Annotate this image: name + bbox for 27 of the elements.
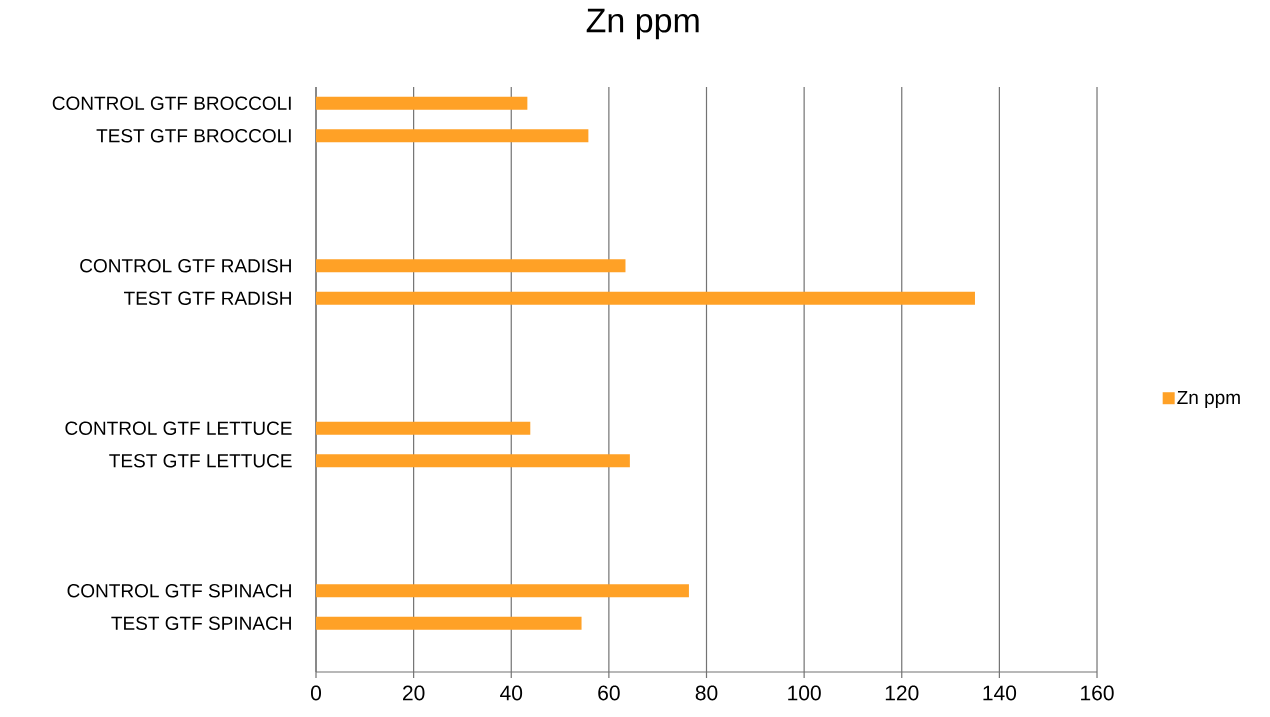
x-tick-label: 120 <box>885 685 919 701</box>
x-tick-label: 60 <box>598 685 620 701</box>
x-tick-label: 40 <box>500 685 523 701</box>
bar <box>316 421 531 435</box>
legend-label: Zn ppm <box>1177 390 1240 408</box>
x-tick-label: 0 <box>310 685 322 701</box>
y-tick-label: TEST GTF SPINACH <box>111 616 291 630</box>
x-tick-label: 160 <box>1081 685 1114 701</box>
x-tick-label: 80 <box>695 685 718 701</box>
chart-title: Zn ppm <box>586 8 699 40</box>
x-tick-label: 20 <box>403 685 425 701</box>
y-tick-label: TEST GTF BROCCOLI <box>96 129 291 143</box>
bar <box>316 454 630 468</box>
bar <box>316 259 626 273</box>
bar <box>316 96 528 110</box>
bar <box>316 616 582 630</box>
bar <box>316 129 589 143</box>
x-tick-label: 100 <box>788 685 821 701</box>
y-tick-label: CONTROL GTF SPINACH <box>67 584 291 598</box>
x-tick-label: 140 <box>983 685 1017 701</box>
y-tick-label: TEST GTF LETTUCE <box>109 454 292 468</box>
y-tick-label: CONTROL GTF LETTUCE <box>65 421 292 435</box>
bar <box>316 291 975 305</box>
bar <box>316 584 689 598</box>
y-tick-label: CONTROL GTF RADISH <box>80 259 291 273</box>
y-tick-label: TEST GTF RADISH <box>124 291 291 305</box>
y-tick-label: CONTROL GTF BROCCOLI <box>52 96 291 110</box>
